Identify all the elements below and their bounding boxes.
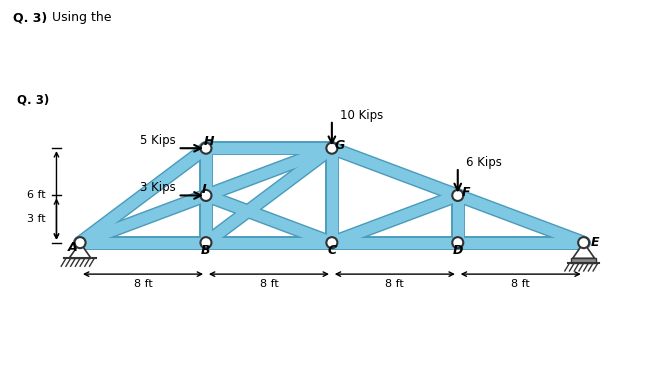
Circle shape [327,237,338,248]
Text: 5 Kips: 5 Kips [141,134,176,147]
Text: A: A [67,241,77,254]
Polygon shape [69,243,91,259]
Polygon shape [573,243,595,259]
Circle shape [75,237,86,248]
Text: 8 ft: 8 ft [133,279,152,289]
Text: 3 ft: 3 ft [27,214,45,224]
Circle shape [452,237,463,248]
Text: B: B [202,244,211,257]
Circle shape [200,143,211,154]
Polygon shape [571,259,596,263]
Circle shape [200,237,211,248]
Text: I: I [202,183,207,196]
Text: Q. 3): Q. 3) [13,11,47,25]
Text: Using the: Using the [52,11,115,25]
Text: E: E [590,236,599,249]
Text: 6 Kips: 6 Kips [466,156,502,169]
Text: 3 Kips: 3 Kips [141,181,176,194]
Text: 10 Kips: 10 Kips [340,109,383,122]
Text: G: G [334,139,345,152]
Text: Q. 3): Q. 3) [17,93,49,106]
Text: 6 ft: 6 ft [27,190,45,200]
Circle shape [578,237,589,248]
Text: D: D [452,244,463,257]
Text: C: C [327,244,336,257]
Text: 8 ft: 8 ft [511,279,530,289]
Text: 8 ft: 8 ft [260,279,278,289]
Circle shape [327,143,338,154]
Text: 8 ft: 8 ft [386,279,404,289]
Circle shape [452,190,463,201]
Circle shape [200,190,211,201]
Text: F: F [461,186,470,199]
Text: H: H [204,136,214,149]
